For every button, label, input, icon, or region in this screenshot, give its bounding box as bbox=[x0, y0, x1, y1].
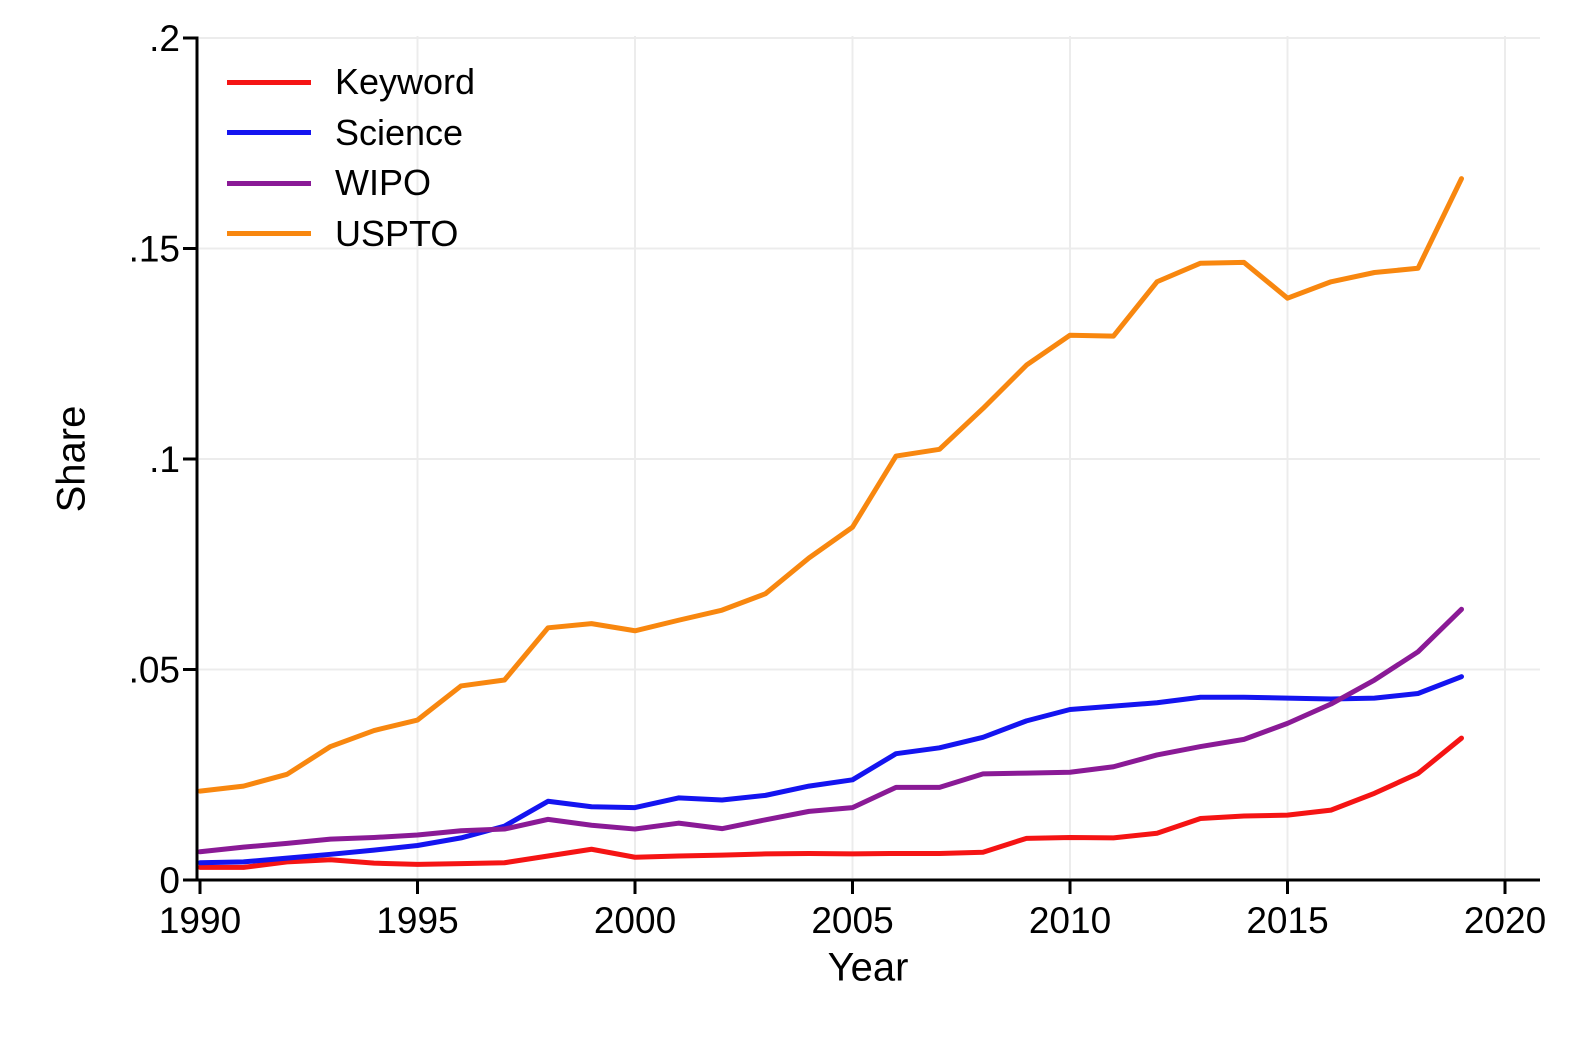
y-tick-label: .2 bbox=[149, 18, 180, 59]
x-axis-title: Year bbox=[827, 945, 909, 990]
keyword-line-swatch bbox=[227, 79, 311, 85]
series-layer bbox=[197, 176, 1464, 870]
y-tick-label: .1 bbox=[149, 439, 180, 480]
x-tick-label: 1990 bbox=[159, 900, 241, 941]
legend-item-science: Science bbox=[227, 108, 475, 159]
x-tick-label: 2000 bbox=[594, 900, 676, 941]
line-uspto bbox=[197, 176, 1464, 794]
legend: Keyword Science WIPO USPTO bbox=[227, 57, 475, 259]
y-tick-label: 0 bbox=[159, 860, 180, 901]
y-tick-label: .05 bbox=[129, 650, 180, 691]
legend-item-keyword: Keyword bbox=[227, 57, 475, 108]
line-wipo bbox=[197, 606, 1464, 855]
y-axis-title: Share bbox=[49, 405, 94, 513]
x-tick-label: 1995 bbox=[376, 900, 458, 941]
legend-label-keyword: Keyword bbox=[335, 61, 476, 103]
x-tick-label: 2020 bbox=[1464, 900, 1546, 941]
legend-item-wipo: WIPO bbox=[227, 158, 475, 209]
line-keyword bbox=[197, 735, 1464, 870]
x-tick-label: 2005 bbox=[811, 900, 893, 941]
x-tick-label: 2010 bbox=[1029, 900, 1111, 941]
legend-item-uspto: USPTO bbox=[227, 209, 475, 260]
legend-label-uspto: USPTO bbox=[335, 212, 459, 254]
grid-layer bbox=[199, 36, 1540, 878]
x-tick-label: 2015 bbox=[1246, 900, 1328, 941]
legend-label-science: Science bbox=[335, 111, 464, 153]
line-science bbox=[197, 674, 1464, 866]
wipo-line-swatch bbox=[227, 180, 311, 186]
legend-label-wipo: WIPO bbox=[335, 162, 431, 204]
y-tick-label: .15 bbox=[129, 229, 180, 270]
science-line-swatch bbox=[227, 130, 311, 136]
uspto-line-swatch bbox=[227, 231, 311, 237]
